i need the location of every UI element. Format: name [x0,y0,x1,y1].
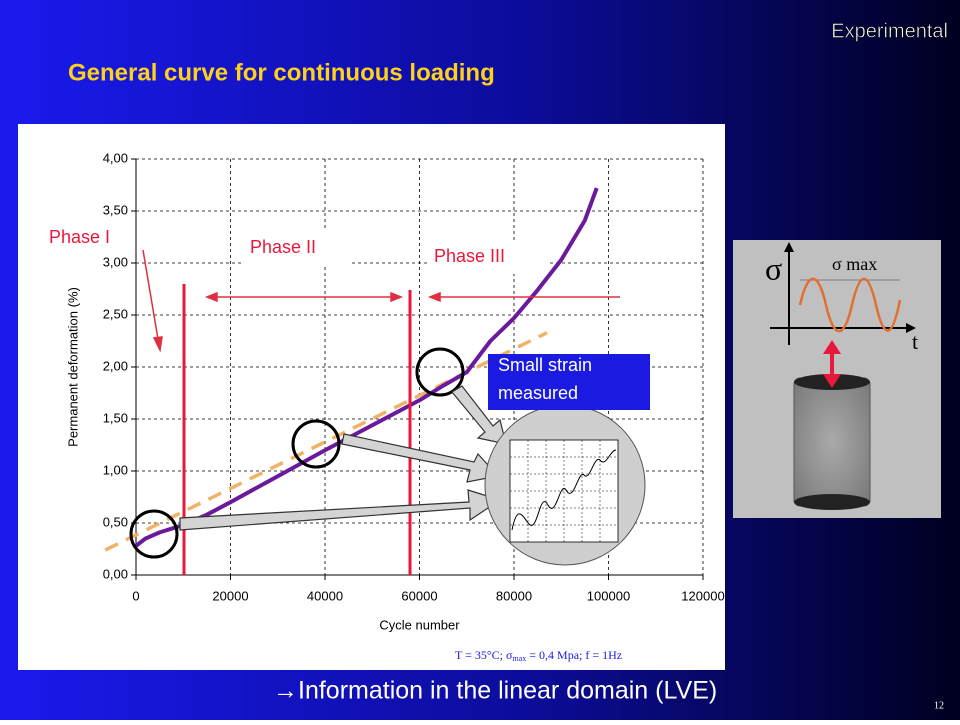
note-part: T = 35°C; σ [455,648,513,662]
y-tick-label: 2,00 [103,358,128,373]
x-tick-label: 0 [132,588,139,603]
annotation: measured [498,383,578,403]
y-tick-label: 4,00 [103,150,128,165]
phase-label: Phase III [434,246,505,266]
x-tick-label: 120000 [681,588,724,603]
x-tick-label: 80000 [496,588,532,603]
x-tick-label: 60000 [401,588,437,603]
label-box [428,240,548,274]
label-box [488,354,650,410]
zoom-inset [509,439,619,543]
phase-label: Phase II [250,237,316,257]
diagram-label: σ [765,250,782,286]
note-part: max [513,654,527,663]
y-tick-label: 0,00 [103,566,128,581]
zoom-arrows [179,385,507,531]
data-line [104,331,548,552]
y-axis-label: Permanent deformation (%) [65,287,80,447]
load-diagram [770,242,916,510]
data-line [134,187,599,548]
zoom-circles [129,347,465,559]
y-tick-label: 1,00 [103,462,128,477]
slide-title: General curve for continuous loading [68,59,495,86]
x-axis-label: Cycle number [379,617,460,632]
x-tick-label: 100000 [587,588,630,603]
plot: 0,00 0,50 1,00 1,50 2,00 2,50 3,00 3,50 4,00 0 200… [65,150,724,632]
y-tick-label: 0,50 [103,514,128,529]
page-number: 12 [934,700,944,711]
y-tick-label: 3,50 [103,202,128,217]
test-conditions: T = 35°C; σmax = 0,4 Mpa; f = 1Hz [455,648,622,663]
y-tick-label: 2,50 [103,306,128,321]
label-box [242,230,352,264]
diagram-label: t [912,329,918,354]
phase-label: Phase I [49,227,110,247]
annotation: Small strain [498,355,592,375]
phase-arrows [142,249,620,353]
x-tick-label: 40000 [307,588,343,603]
x-tick-label: 20000 [212,588,248,603]
note-part: = 0,4 Mpa; f = 1Hz [526,648,622,662]
conclusion: →Information in the linear domain (LVE) [273,677,717,705]
diagram-label: σ max [832,254,877,274]
y-tick-label: 1,50 [103,410,128,425]
corner-label: Experimental [831,20,948,42]
y-tick-label: 3,00 [103,254,128,269]
